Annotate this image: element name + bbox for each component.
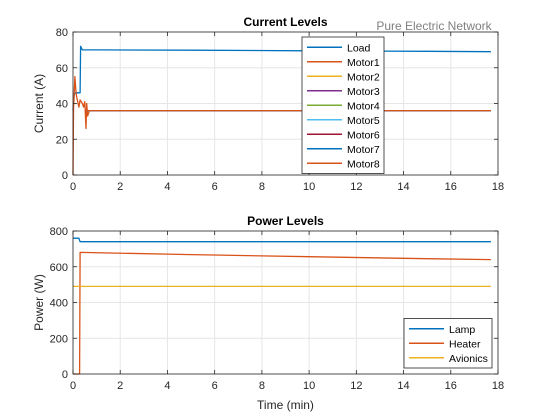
- x-tick-label: 12: [350, 181, 362, 193]
- chart-1: 0 2 4 6 8 10 12 14 16 18 0 200 400 600 800 Power Levels…: [32, 214, 504, 412]
- y-axis-label: Current (A): [32, 74, 46, 133]
- legend-label-motor5: Motor5: [347, 115, 380, 127]
- watermark-text: Pure Electric Network: [376, 19, 492, 33]
- legend: Load Motor1 Motor2 Motor3 Motor4 Motor5 Motor6…: [301, 36, 385, 174]
- legend-label-motor1: Motor1: [347, 57, 380, 69]
- x-tick-label: 0: [70, 181, 76, 193]
- y-tick-label: 600: [50, 262, 68, 274]
- y-tick-label: 20: [56, 134, 68, 146]
- legend-label-motor8: Motor8: [347, 158, 380, 170]
- x-tick-label: 14: [397, 380, 409, 392]
- x-tick-label: 8: [259, 181, 265, 193]
- x-tick-label: 10: [303, 380, 315, 392]
- x-tick-label: 4: [164, 181, 170, 193]
- x-tick-label: 2: [117, 181, 123, 193]
- y-tick-label: 0: [62, 170, 68, 182]
- legend-label-motor2: Motor2: [347, 71, 380, 83]
- x-tick-label: 14: [397, 181, 409, 193]
- legend-label-heater: Heater: [449, 338, 481, 350]
- x-tick-label: 18: [492, 181, 504, 193]
- x-tick-label: 8: [259, 380, 265, 392]
- legend-label-lamp: Lamp: [449, 324, 475, 336]
- series-line-lamp: [73, 237, 491, 243]
- y-tick-label: 200: [50, 333, 68, 345]
- legend-label-motor6: Motor6: [347, 129, 380, 141]
- y-tick-label: 400: [50, 298, 68, 310]
- y-tick-label: 40: [56, 99, 68, 111]
- x-tick-label: 6: [212, 380, 218, 392]
- x-tick-label: 4: [164, 380, 170, 392]
- x-tick-label: 12: [350, 380, 362, 392]
- series-line-heater: [73, 251, 491, 375]
- legend-label-motor3: Motor3: [347, 86, 380, 98]
- legend-label-motor7: Motor7: [347, 144, 380, 156]
- series-line-load: [72, 45, 491, 111]
- y-tick-label: 80: [56, 27, 68, 39]
- x-tick-label: 2: [117, 380, 123, 392]
- legend-label-avionics: Avionics: [449, 353, 488, 365]
- legend: Lamp Heater Avionics: [403, 318, 493, 369]
- x-tick-label: 18: [492, 380, 504, 392]
- x-tick-label: 10: [303, 181, 315, 193]
- x-tick-label: 16: [445, 380, 457, 392]
- y-axis-label: Power (W): [32, 274, 46, 331]
- chart-title: Power Levels: [247, 214, 324, 228]
- x-tick-label: 6: [212, 181, 218, 193]
- x-axis-label: Time (min): [257, 398, 314, 412]
- chart-title: Current Levels: [243, 15, 327, 29]
- y-tick-label: 60: [56, 63, 68, 75]
- x-tick-label: 0: [70, 380, 76, 392]
- legend-label-load: Load: [347, 42, 371, 54]
- chart-0: 0 2 4 6 8 10 12 14 16 18 0 20 40 60 80 Current Levels Cu…: [32, 15, 504, 193]
- y-tick-label: 800: [50, 226, 68, 238]
- y-tick-label: 0: [62, 369, 68, 381]
- series-line-motor1: [72, 76, 491, 176]
- x-tick-label: 16: [445, 181, 457, 193]
- legend-label-motor4: Motor4: [347, 100, 380, 112]
